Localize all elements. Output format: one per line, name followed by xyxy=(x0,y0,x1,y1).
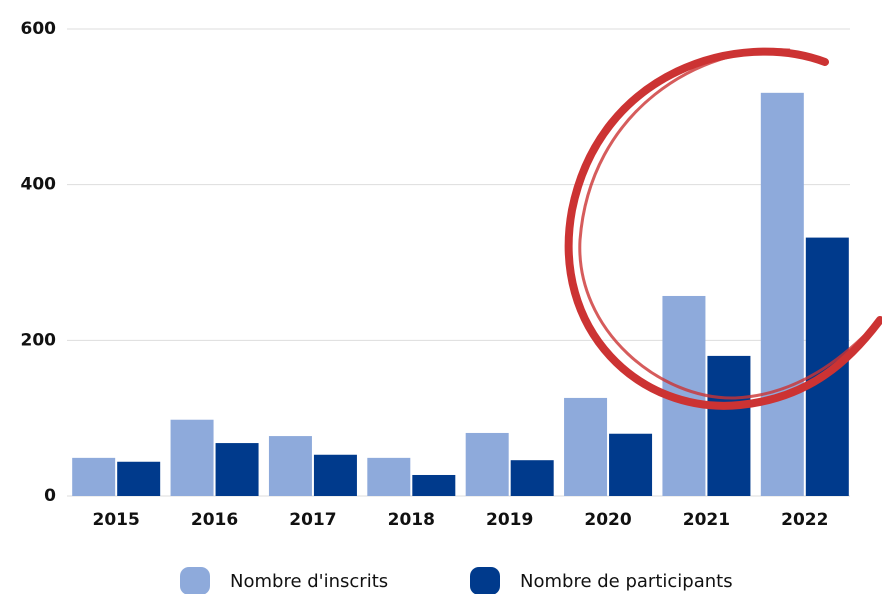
x-tick-label: 2019 xyxy=(486,510,533,530)
x-tick-label: 2021 xyxy=(683,510,730,530)
bar xyxy=(170,419,214,496)
bar xyxy=(510,460,554,496)
annotation-circle-stroke xyxy=(578,48,872,400)
y-tick-label: 400 xyxy=(21,175,57,195)
bar xyxy=(215,443,259,496)
plot-area: 0 200 400 600 2015 2016 2017 2018 2019 2020 2021 20… xyxy=(21,19,850,594)
y-tick-label: 200 xyxy=(21,330,57,350)
bar xyxy=(609,433,653,496)
bar xyxy=(117,461,161,496)
bar xyxy=(760,92,804,496)
x-tick-label: 2015 xyxy=(93,510,140,530)
y-tick-label: 600 xyxy=(21,19,57,39)
y-tick-label: 0 xyxy=(44,486,56,506)
annotation-circle xyxy=(564,47,882,410)
bar xyxy=(313,454,357,496)
bar xyxy=(564,397,608,496)
x-tick-label: 2017 xyxy=(289,510,336,530)
bar xyxy=(412,474,456,496)
bar xyxy=(465,432,509,496)
bar xyxy=(268,436,312,496)
legend-label: Nombre d'inscrits xyxy=(230,571,388,592)
legend-label: Nombre de participants xyxy=(520,571,733,592)
x-tick-label: 2020 xyxy=(584,510,631,530)
bar xyxy=(367,457,411,496)
x-tick-label: 2018 xyxy=(388,510,435,530)
bar xyxy=(72,457,116,496)
legend-swatch xyxy=(470,567,500,594)
legend-swatch xyxy=(180,567,210,594)
bar xyxy=(707,355,751,496)
x-tick-label: 2022 xyxy=(781,510,828,530)
x-tick-label: 2016 xyxy=(191,510,238,530)
